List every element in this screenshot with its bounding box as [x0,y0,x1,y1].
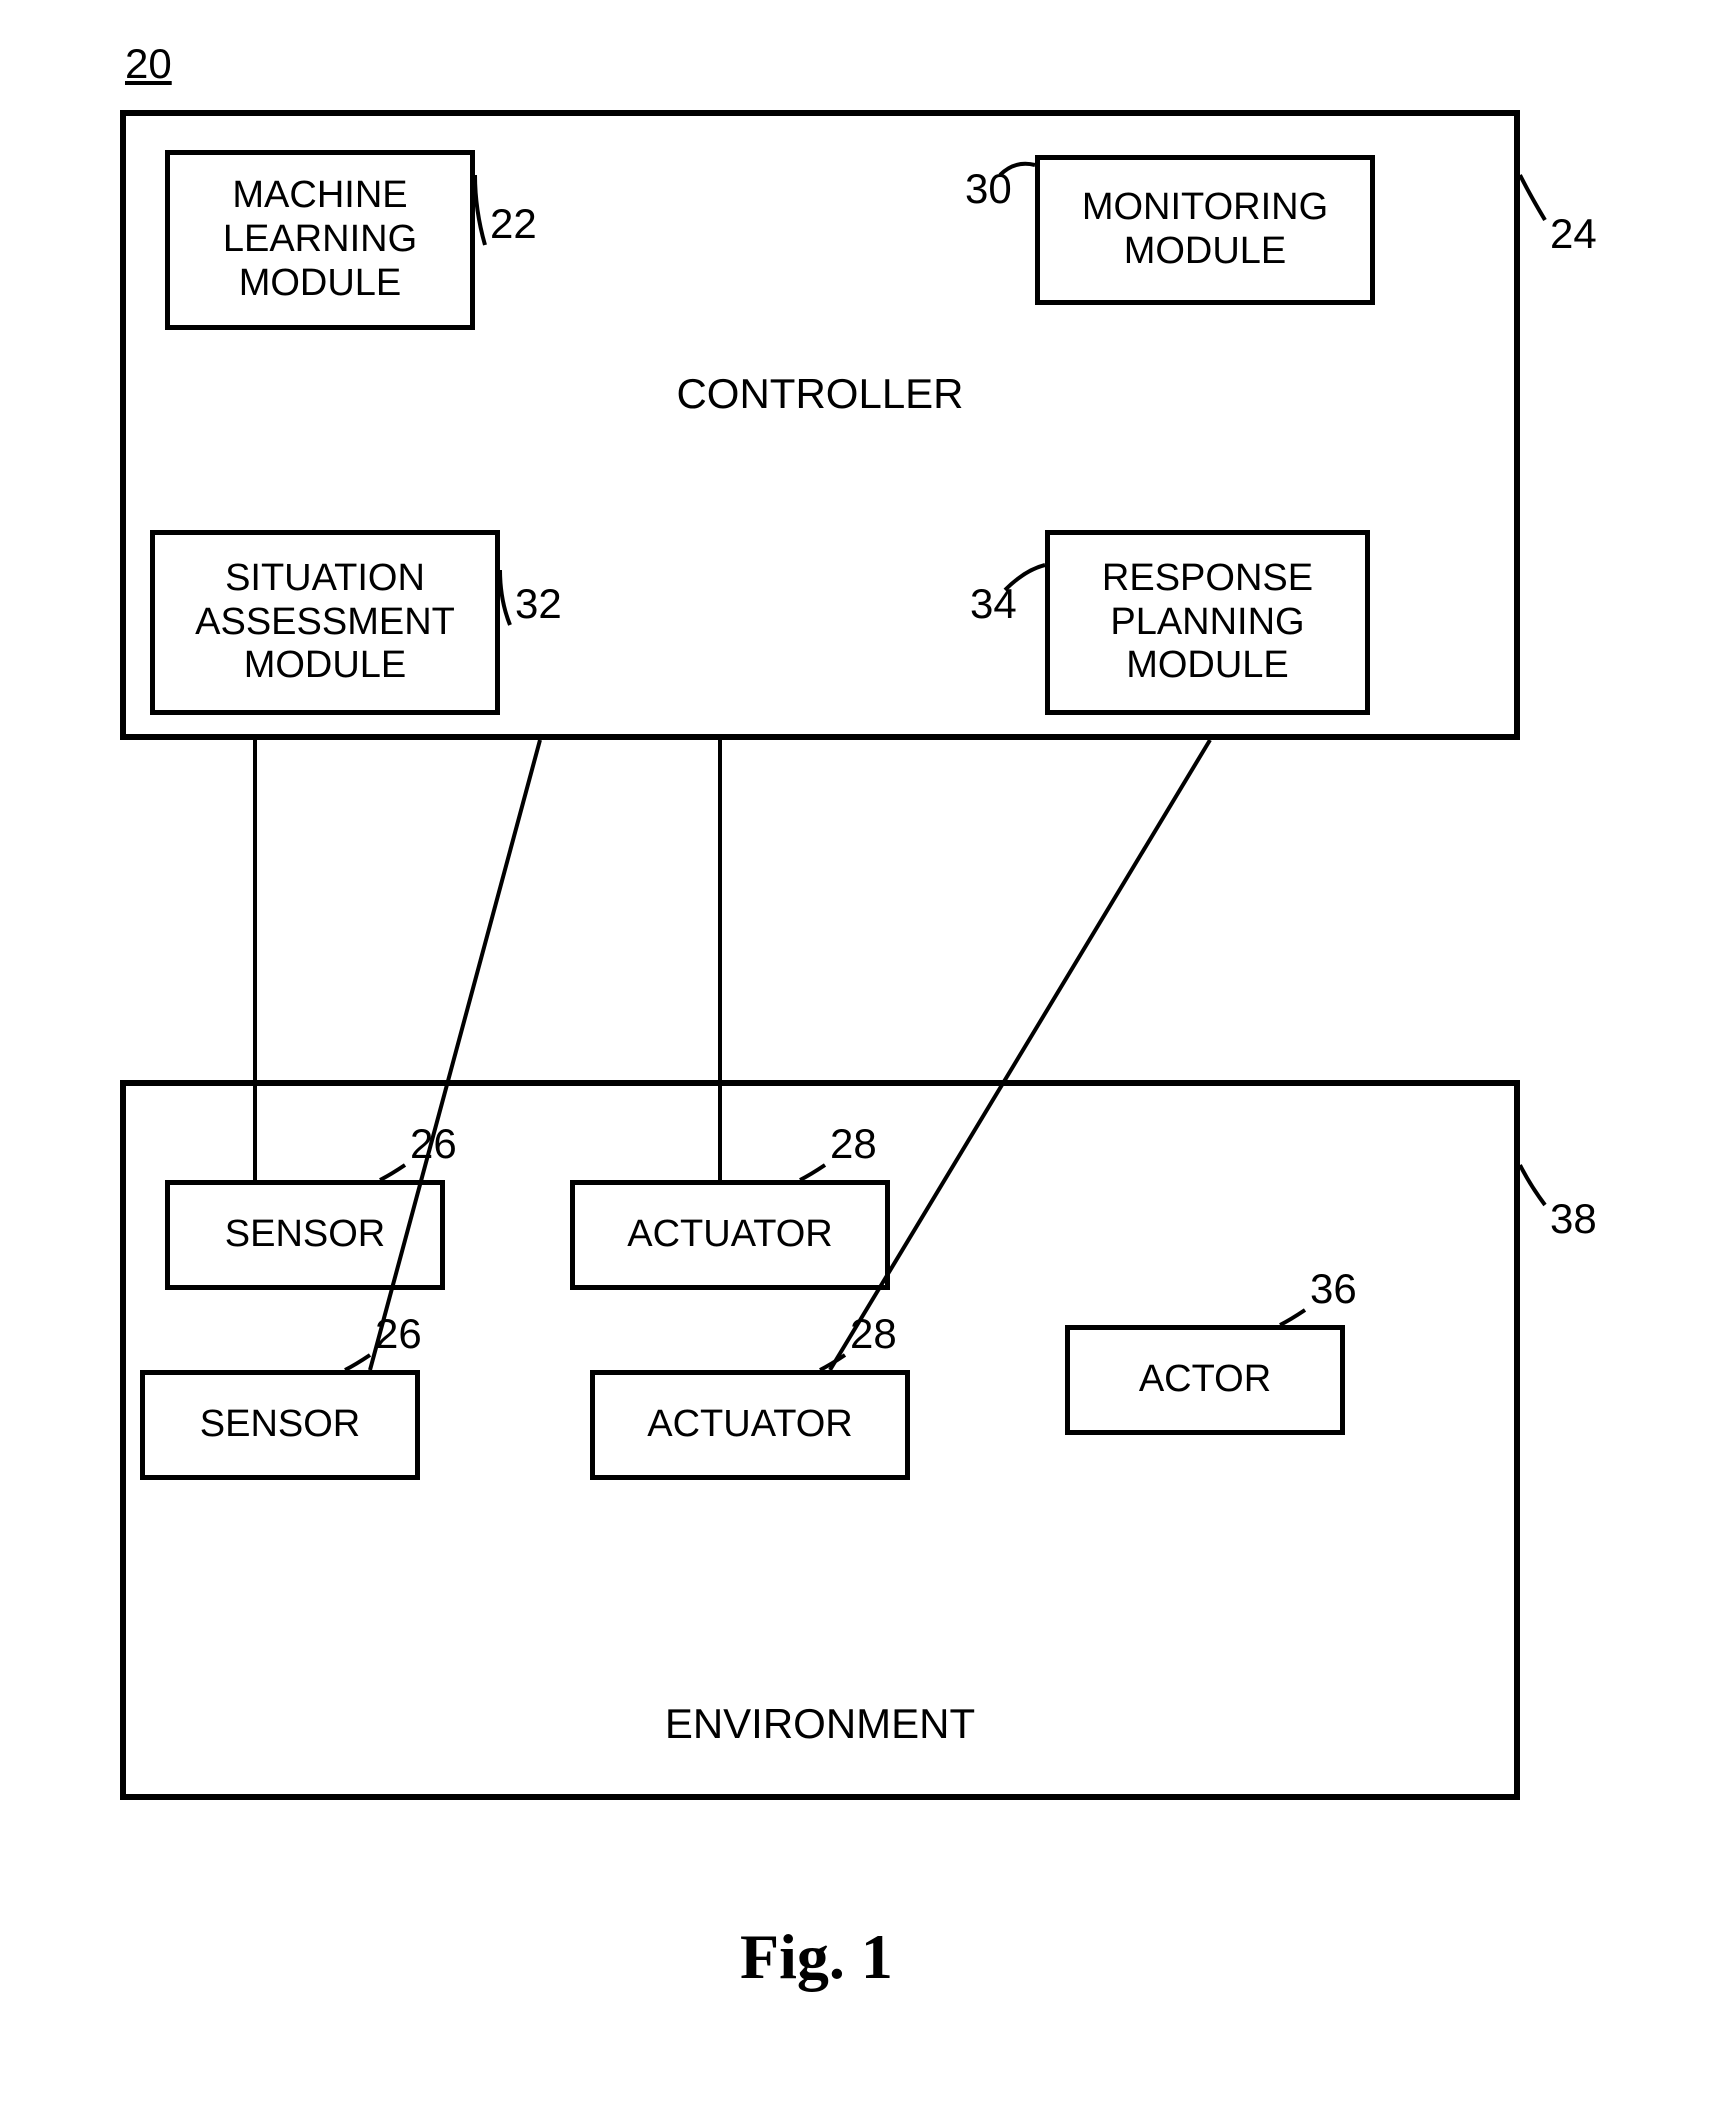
situation-label: SITUATIONASSESSMENTMODULE [195,557,455,688]
ref-28-b: 28 [850,1310,897,1358]
sensor1-label: SENSOR [225,1213,385,1257]
ref-26-b: 26 [375,1310,422,1358]
ref-28-a: 28 [830,1120,877,1168]
actuator1-label: ACTUATOR [627,1213,833,1257]
actor-label: ACTOR [1139,1358,1271,1402]
monitoring-label: MONITORINGMODULE [1082,186,1328,273]
machine-learning-module: MACHINELEARNINGMODULE [165,150,475,330]
actor: ACTOR [1065,1325,1345,1435]
ref-34: 34 [970,580,1017,628]
monitoring-module: MONITORINGMODULE [1035,155,1375,305]
actuator-2: ACTUATOR [590,1370,910,1480]
situation-assessment-module: SITUATIONASSESSMENTMODULE [150,530,500,715]
response-label: RESPONSEPLANNINGMODULE [1102,557,1313,688]
ref-38: 38 [1550,1195,1597,1243]
ref-22: 22 [490,200,537,248]
figure-caption: Fig. 1 [740,1920,893,1994]
ref-32: 32 [515,580,562,628]
response-planning-module: RESPONSEPLANNINGMODULE [1045,530,1370,715]
ml-label: MACHINELEARNINGMODULE [223,174,417,305]
sensor-1: SENSOR [165,1180,445,1290]
ref-24: 24 [1550,210,1597,258]
actuator2-label: ACTUATOR [647,1403,853,1447]
ref-26-a: 26 [410,1120,457,1168]
ref-20: 20 [125,40,172,88]
diagram-canvas: 20 CONTROLLER MACHINELEARNINGMODULE 22 M… [0,0,1715,2113]
sensor2-label: SENSOR [200,1403,360,1447]
ref-36: 36 [1310,1265,1357,1313]
actuator-1: ACTUATOR [570,1180,890,1290]
ref-30: 30 [965,165,1012,213]
environment-title: ENVIRONMENT [620,1700,1020,1748]
controller-title: CONTROLLER [620,370,1020,418]
sensor-2: SENSOR [140,1370,420,1480]
